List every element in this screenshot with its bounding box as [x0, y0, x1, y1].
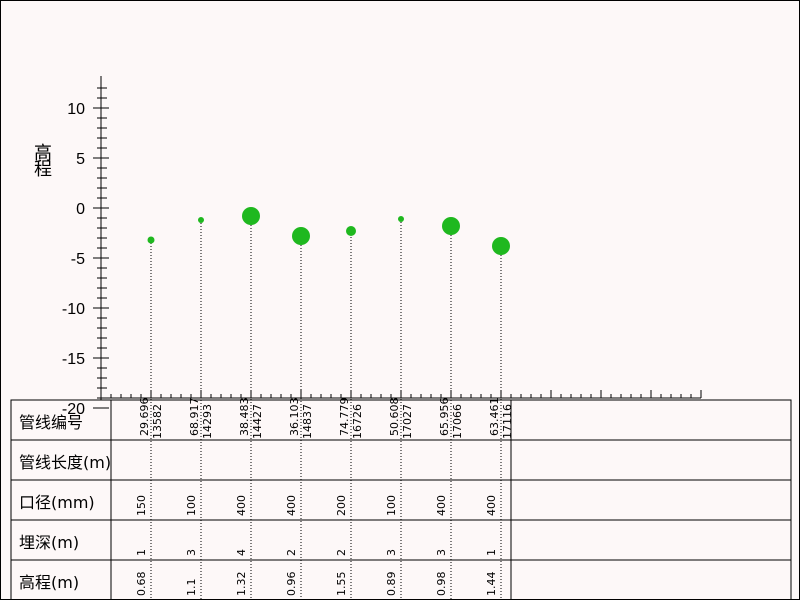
- data-point: [346, 226, 356, 236]
- elevation-value: 0.98: [435, 572, 448, 597]
- depth-value: 2: [335, 549, 348, 556]
- table-row-label: 埋深(m): [19, 533, 79, 552]
- depth-value: 2: [285, 549, 298, 556]
- table-row-label: 管线编号: [19, 413, 83, 432]
- y-tick-label: -15: [62, 351, 85, 368]
- y-tick-label: 5: [76, 151, 85, 168]
- y-tick-label: -20: [62, 401, 85, 418]
- diameter-value: 100: [185, 495, 198, 516]
- pipe-id-value: 13582: [151, 404, 164, 439]
- depth-value: 4: [235, 549, 248, 556]
- pipe-id-value: 14293: [201, 404, 214, 439]
- data-point: [242, 207, 260, 225]
- elevation-value: 1.32: [235, 572, 248, 597]
- diameter-value: 400: [435, 495, 448, 516]
- elevation-value: 1.1: [185, 579, 198, 597]
- data-point: [147, 236, 155, 244]
- data-point: [398, 216, 404, 222]
- data-points: [147, 207, 510, 255]
- depth-value: 1: [135, 549, 148, 556]
- elevation-value: 0.89: [385, 572, 398, 597]
- table-row-label: 口径(mm): [19, 493, 95, 512]
- elevation-value: 0.68: [135, 572, 148, 597]
- elevation-value: 0.96: [285, 572, 298, 597]
- pipe-id-value: 16726: [351, 404, 364, 439]
- pipe-length-value: 63.461: [488, 398, 501, 437]
- depth-value: 3: [185, 549, 198, 556]
- y-tick-label: -10: [62, 301, 85, 318]
- depth-value: 1: [485, 549, 498, 556]
- pipe-id-value: 14427: [251, 404, 264, 439]
- pipe-length-value: 68.917: [188, 398, 201, 437]
- y-tick-label: 10: [67, 101, 85, 118]
- elevation-value: 1.55: [335, 572, 348, 597]
- pipe-length-value: 36.103: [288, 398, 301, 437]
- y-tick-label: -5: [71, 251, 85, 268]
- table-row-label: 管线长度(m): [19, 453, 111, 472]
- diameter-value: 400: [285, 495, 298, 516]
- y-axis-label: 高程: [34, 143, 52, 180]
- pipe-length-value: 74.779: [338, 398, 351, 437]
- data-point: [198, 217, 204, 223]
- diameter-value: 150: [135, 495, 148, 516]
- pipe-id-value: 14837: [301, 404, 314, 439]
- elevation-value: 1.44: [485, 572, 498, 597]
- diameter-value: 400: [485, 495, 498, 516]
- data-point: [292, 227, 310, 245]
- pipe-length-value: 29.696: [138, 398, 151, 437]
- depth-value: 3: [385, 549, 398, 556]
- diameter-value: 100: [385, 495, 398, 516]
- stems: [150, 216, 502, 599]
- data-point: [492, 237, 510, 255]
- pipe-length-value: 50.608: [388, 398, 401, 437]
- pipe-id-value: 17027: [401, 404, 414, 439]
- pipe-id-value: 17066: [451, 404, 464, 439]
- pipe-length-value: 38.483: [238, 398, 251, 437]
- y-axis: 10 5 0 -5 -10 -15 -20: [62, 76, 109, 418]
- table-row-label: 高程(m): [19, 573, 79, 592]
- pipe-length-value: 65.956: [438, 398, 451, 437]
- diameter-value: 400: [235, 495, 248, 516]
- y-tick-label: 0: [76, 201, 85, 218]
- depth-value: 3: [435, 549, 448, 556]
- diameter-value: 200: [335, 495, 348, 516]
- pipe-id-value: 17116: [501, 404, 514, 439]
- data-point: [442, 217, 460, 235]
